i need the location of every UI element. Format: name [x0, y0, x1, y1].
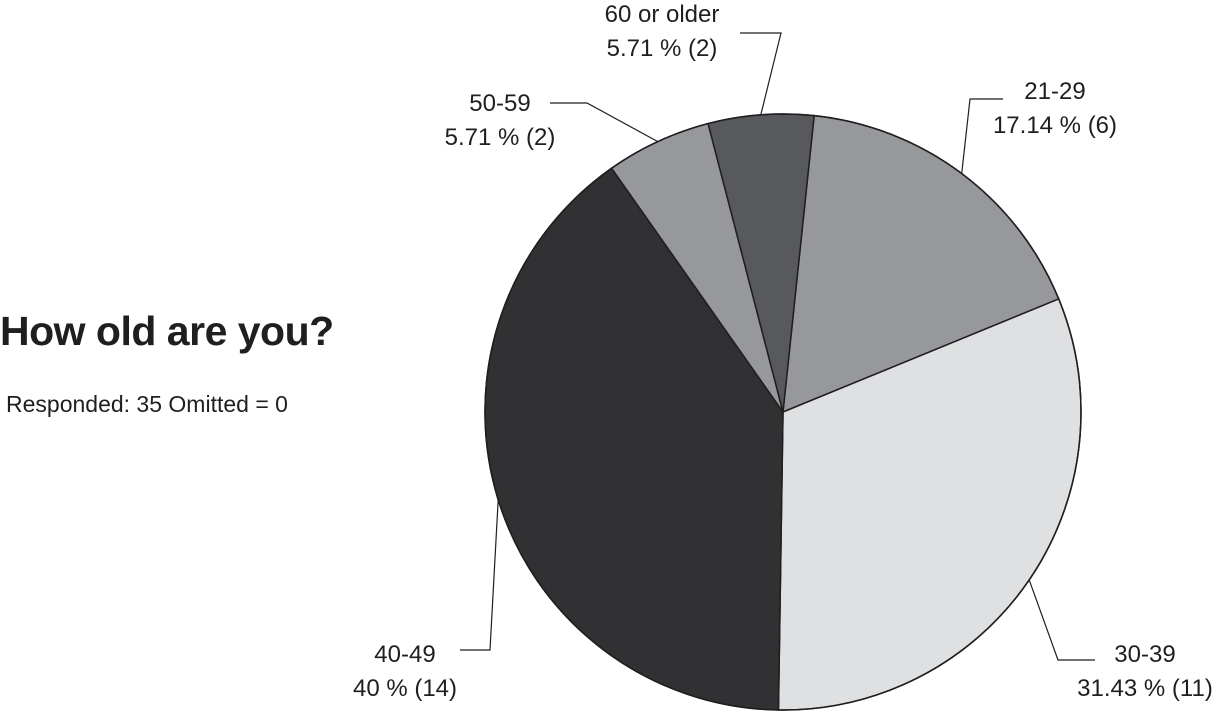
slice-label-group: 21-29 17.14 % (6): [993, 78, 1117, 139]
slice-category-label: 21-29: [1024, 78, 1085, 105]
slice-label-group: 50-59 5.71 % (2): [445, 90, 556, 151]
pie-outline: [484, 113, 1082, 711]
chart-title: How old are you?: [0, 308, 334, 354]
slice-value-label: 5.71 % (2): [607, 35, 718, 62]
leader-line: [460, 499, 499, 651]
slice-category-label: 30-39: [1114, 641, 1175, 668]
slice-category-label: 60 or older: [605, 1, 720, 28]
slice-value-label: 5.71 % (2): [445, 124, 556, 151]
slice-label-group: 40-49 40 % (14): [353, 641, 457, 702]
leader-line: [550, 102, 659, 143]
leader-line: [961, 98, 1003, 174]
slice-category-label: 50-59: [469, 90, 530, 117]
slice-value-label: 40 % (14): [353, 675, 457, 702]
slice-label-group: 30-39 31.43 % (11): [1077, 641, 1213, 702]
slice-label-group: 60 or older 5.71 % (2): [605, 1, 720, 62]
slice-value-label: 17.14 % (6): [993, 112, 1117, 139]
slice-value-label: 31.43 % (11): [1077, 675, 1213, 702]
slice-category-label: 40-49: [374, 641, 435, 668]
leader-line: [740, 32, 782, 115]
leader-line: [1028, 579, 1095, 661]
chart-subtitle: Responded: 35 Omitted = 0: [6, 391, 288, 417]
